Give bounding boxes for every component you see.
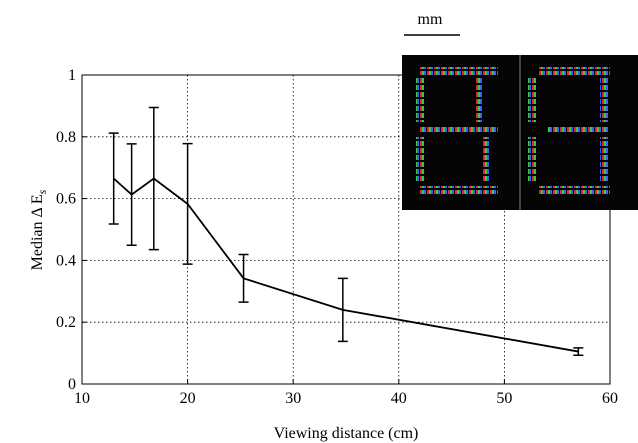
error-bar	[337, 277, 348, 343]
y-tick-label: 0.8	[56, 129, 76, 146]
x-tick-label: 40	[391, 390, 407, 407]
error-bar	[182, 142, 193, 265]
error-bar	[573, 347, 584, 357]
y-tick-label: 1	[68, 67, 76, 84]
y-axis-label: Median Δ Es	[29, 189, 49, 270]
scale-label: mm	[418, 11, 443, 28]
x-tick-label: 20	[180, 390, 196, 407]
x-axis-label: Viewing distance (cm)	[274, 425, 419, 442]
x-tick-label: 30	[285, 390, 301, 407]
inset-image	[402, 55, 638, 210]
error-bar	[108, 132, 119, 225]
error-bar	[126, 143, 137, 247]
plot-frame	[81, 74, 611, 385]
y-axis-label-main: Median Δ E	[29, 194, 46, 270]
y-tick-label: 0	[68, 376, 76, 393]
error-bar	[148, 106, 159, 251]
y-tick-label: 0.4	[56, 252, 76, 269]
y-tick-label: 0.2	[56, 314, 76, 331]
x-tick-label: 10	[74, 390, 90, 407]
x-tick-label: 60	[602, 390, 618, 407]
y-tick-label: 0.6	[56, 191, 76, 208]
x-tick-label: 50	[496, 390, 512, 407]
y-axis-label-subscript: s	[35, 189, 49, 194]
error-bar	[238, 253, 249, 303]
